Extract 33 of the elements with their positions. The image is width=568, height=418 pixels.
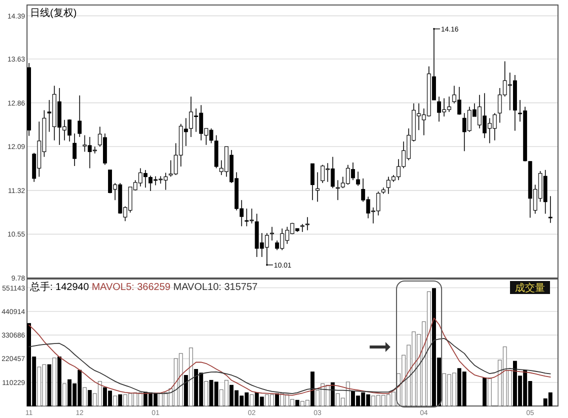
bar xyxy=(52,358,56,406)
candlestick xyxy=(548,196,552,224)
chart-title: 日线(复权) xyxy=(30,7,77,19)
annotation: 成交量 xyxy=(515,282,545,294)
candlestick xyxy=(356,171,360,186)
bar xyxy=(62,383,66,406)
text: 总手: 142940 xyxy=(29,281,92,293)
bar xyxy=(330,382,335,406)
badge: 成交量 xyxy=(510,281,550,294)
candlestick xyxy=(310,163,314,200)
bar xyxy=(184,375,188,406)
text: MAVOL10: 315757 xyxy=(173,282,258,293)
bar xyxy=(204,381,208,406)
bar xyxy=(57,356,62,406)
candlestick xyxy=(270,226,274,241)
bar xyxy=(118,394,122,406)
bar xyxy=(189,348,193,406)
candlestick xyxy=(78,95,82,138)
candlestick xyxy=(300,224,304,232)
candlestick xyxy=(72,133,77,166)
bar xyxy=(82,387,87,406)
bar xyxy=(488,378,492,406)
bar xyxy=(250,394,254,406)
text: MAVOL5: 366259 xyxy=(92,282,174,293)
bar xyxy=(113,396,118,406)
bar xyxy=(47,364,52,406)
candlestick xyxy=(316,172,320,202)
bar xyxy=(310,372,314,406)
bar xyxy=(482,378,487,406)
bar xyxy=(275,393,280,406)
bar xyxy=(295,400,300,406)
bar xyxy=(88,390,92,406)
candlestick xyxy=(305,216,310,231)
